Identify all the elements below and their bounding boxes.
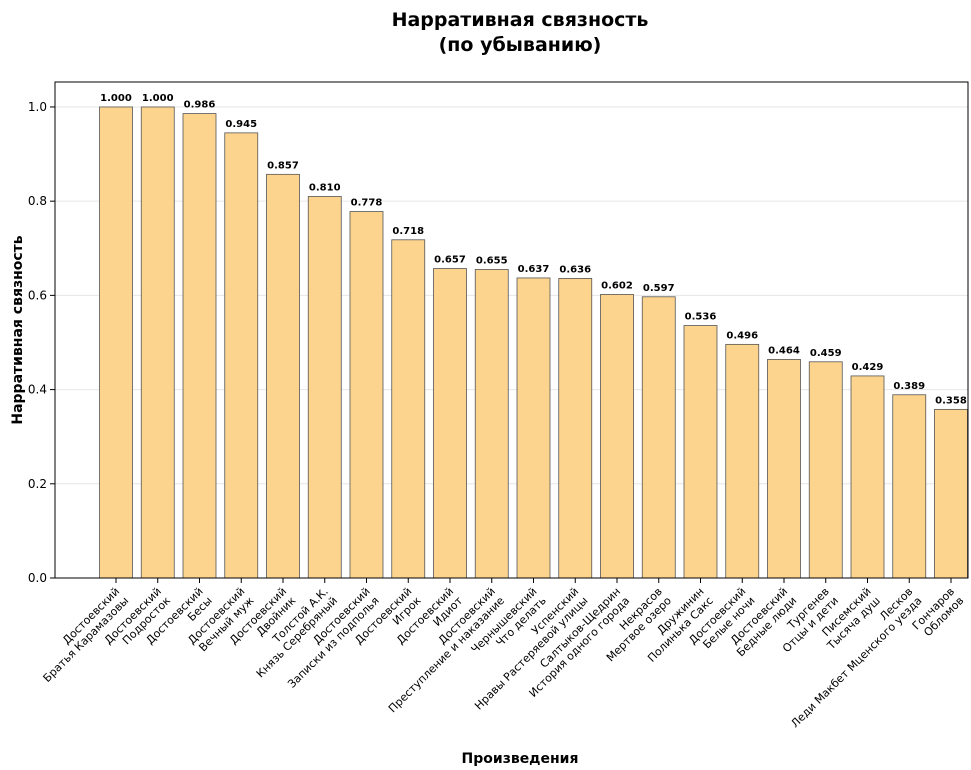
bar: [182, 113, 217, 579]
value-label: 0.602: [601, 280, 633, 291]
value-label: 0.657: [434, 255, 466, 266]
bar: [99, 106, 133, 579]
bar: [641, 296, 676, 579]
value-label: 0.459: [810, 348, 842, 359]
value-label: 0.464: [768, 345, 800, 356]
chart-subtitle: (по убыванию): [439, 34, 602, 56]
value-label: 0.496: [726, 330, 758, 341]
bar: [808, 361, 843, 579]
y-tick-label: 0.6: [28, 288, 47, 302]
bar: [725, 343, 760, 579]
chart-title: Нарративная связность: [392, 9, 649, 31]
bar: [266, 173, 300, 579]
bar: [892, 394, 927, 579]
y-tick-label: 0.2: [28, 477, 47, 491]
bar: [683, 325, 718, 579]
y-tick-label: 1.0: [28, 100, 47, 114]
bar: [349, 211, 384, 579]
value-label: 0.857: [267, 160, 299, 171]
bar: [558, 278, 593, 579]
value-label: 0.429: [852, 362, 884, 373]
plot-frame: [54, 81, 969, 579]
value-label: 0.986: [184, 100, 216, 111]
y-tick-label: 0.4: [28, 383, 47, 397]
bar: [934, 408, 968, 579]
y-axis-label: Нарративная связность: [10, 235, 26, 424]
bar: [474, 269, 509, 579]
bar: [767, 359, 801, 579]
value-label: 1.000: [142, 93, 174, 104]
value-label: 0.389: [893, 381, 925, 392]
value-label: 0.636: [559, 264, 591, 275]
value-label: 0.597: [643, 283, 675, 294]
bar: [140, 106, 175, 579]
value-label: 1.000: [100, 93, 132, 104]
value-label: 0.778: [351, 198, 383, 209]
value-label: 0.810: [309, 182, 341, 193]
bar: [224, 132, 259, 579]
bar: [516, 277, 551, 579]
bar: [433, 268, 467, 579]
bar: [850, 375, 885, 579]
bar: [600, 294, 634, 579]
value-label: 0.637: [518, 264, 550, 275]
y-tick-label: 0.8: [28, 194, 47, 208]
y-tick-label: 0.0: [28, 571, 47, 585]
value-label: 0.536: [685, 312, 717, 323]
value-label: 0.655: [476, 255, 508, 266]
bar: [307, 196, 342, 579]
x-axis-label: Произведения: [462, 751, 579, 767]
value-label: 0.718: [392, 226, 424, 237]
value-label: 0.358: [935, 395, 967, 406]
value-label: 0.945: [225, 119, 257, 130]
bar: [391, 239, 426, 579]
